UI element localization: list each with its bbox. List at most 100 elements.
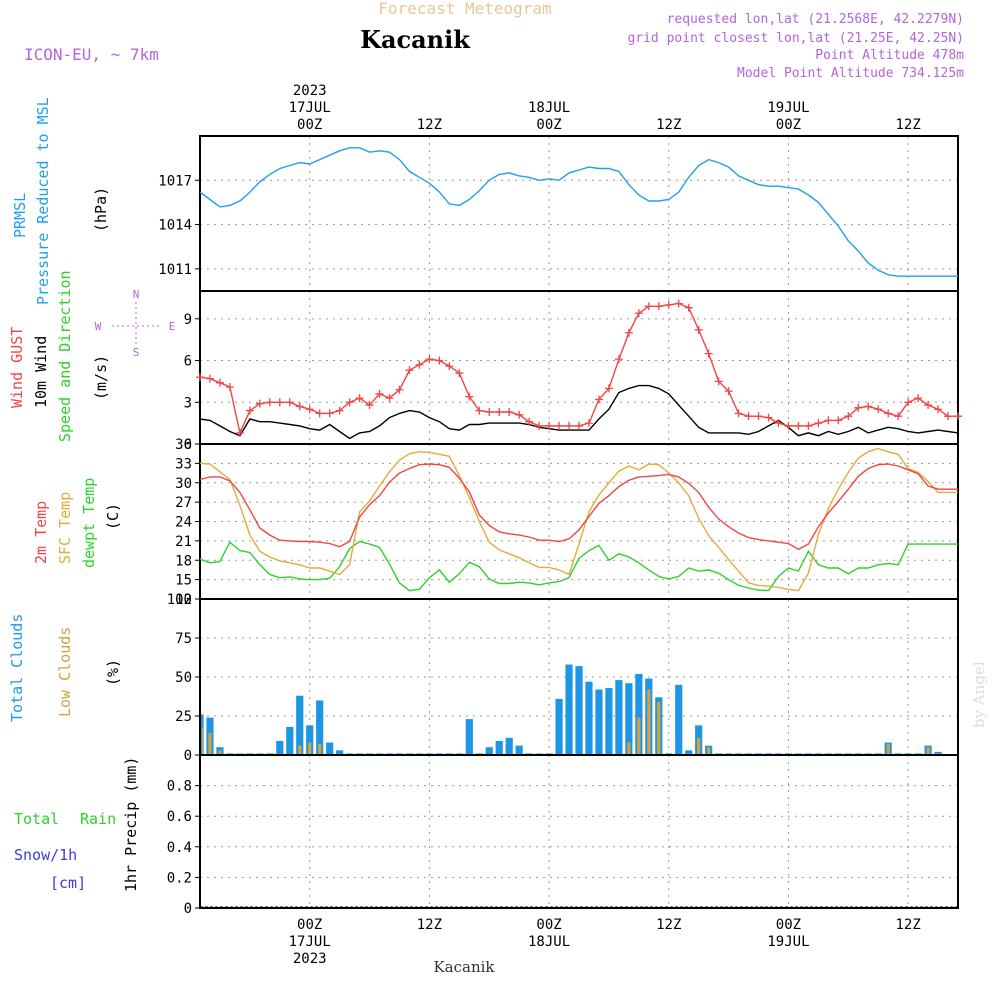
total-cloud-bar [605,687,613,755]
pressure-panel: 1011 1014 1017 [158,135,959,292]
clouds-unit: (%) [104,659,122,686]
time-label: 00Z [297,917,322,933]
gust-marker [814,419,823,428]
compass-e: E [169,320,176,333]
gust-marker [575,421,583,430]
precip-total-label: Total [14,810,59,828]
time-label: 12Z [656,917,681,933]
gust-marker [854,403,863,412]
y-tick-label: 50 [175,670,192,686]
gust-marker [295,402,304,411]
y-tick-label: 3 [184,395,192,411]
low-cloud-bar [707,747,711,755]
gust-marker [495,408,504,417]
gust-marker [804,421,813,430]
gust-marker [205,374,214,383]
gust-marker [215,378,224,387]
gust-marker [505,408,514,417]
gust-marker [565,421,574,430]
gust-marker [275,398,284,407]
total-cloud-bar [615,680,623,755]
gust-marker [196,373,204,382]
total-cloud-bar [485,747,493,755]
panel-frame [199,135,959,292]
compass-w: W [95,320,102,333]
gust-marker [315,409,324,418]
sfc-temp-line [199,447,958,592]
low-cloud-bar [647,689,651,755]
gust-marker [535,421,544,430]
total-cloud-bar [336,750,344,755]
gust-marker [465,392,474,401]
total-cloud-bar [515,745,523,755]
gust-marker [824,416,833,425]
y-tick-label: 0.8 [167,779,192,795]
gust-marker [834,416,843,425]
gust-marker [305,405,314,414]
gust-marker [924,401,933,410]
gust-marker [844,412,853,421]
gust-marker [894,412,903,421]
gust-marker [545,421,554,430]
gust-marker [724,387,733,396]
total-cloud-bar [276,740,284,755]
low-cloud-bar [298,745,302,755]
pressure-unit: (hPa) [92,187,110,232]
time-label: 19JUL [767,934,809,950]
time-label: 00Z [297,117,322,133]
gust-marker [604,384,613,393]
gust-marker [694,325,703,334]
time-label: 00Z [776,917,801,933]
temp-unit: (C) [104,503,122,530]
gust-marker [405,366,414,375]
total-cloud-bar [625,683,633,755]
low-cloud-bar [218,750,222,755]
gust-marker [385,394,394,403]
total-cloud-bar [585,681,593,755]
total-cloud-bar [505,737,513,755]
total-cloud-bar [296,695,304,755]
footer-location: Kacanik [433,958,495,976]
panel-frame [199,290,959,445]
gust-marker [744,412,753,421]
gust-marker [934,405,943,414]
y-tick-label: 0.6 [167,809,192,825]
point-altitude: Point Altitude 478m [815,48,964,63]
clouds-panel: 0 25 50 75 100 [167,592,959,764]
total-cloud-bar [495,740,503,755]
time-label: 12Z [417,917,442,933]
temp-dewpt-label: dewpt Temp [80,478,98,568]
gust-marker [455,369,464,378]
gust-marker [794,421,803,430]
gust-marker [954,412,962,421]
y-tick-label: 24 [175,515,192,531]
panel-frame [199,754,959,909]
dewpt-line [199,540,958,592]
gust-marker [475,406,484,415]
compass-rose: N S W E [95,288,176,359]
gust-marker [714,377,723,386]
gust-marker [345,398,354,407]
gust-marker [365,401,374,410]
gust-marker [335,406,344,415]
low-cloud-bar [637,717,641,755]
gust-marker [395,385,404,394]
gust-marker [944,412,953,421]
gust-marker [674,299,683,308]
gust-marker [634,309,643,318]
compass-s: S [133,346,140,359]
gust-marker [265,398,274,407]
gust-marker [664,300,673,309]
requested-coords: requested lon,lat (21.2568E, 42.2279N) [667,12,964,27]
low-cloud-bar [657,701,661,755]
gust-marker [515,410,524,419]
gust-marker [614,355,623,364]
gust-marker [874,405,883,414]
total-cloud-bar [316,700,324,755]
prmsl-line [199,147,958,277]
wind-panel: 0 3 6 9 [184,290,962,453]
gust-marker [624,328,633,337]
y-tick-label: 21 [175,534,192,550]
